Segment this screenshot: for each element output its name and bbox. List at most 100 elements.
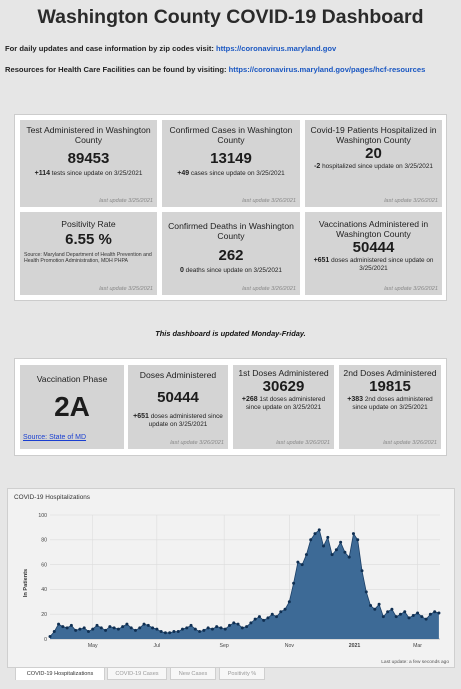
data-point[interactable] [356,538,360,542]
data-point[interactable] [48,635,52,639]
data-point[interactable] [394,615,398,619]
data-point[interactable] [142,622,146,626]
data-point[interactable] [279,610,283,614]
data-point[interactable] [138,626,142,630]
data-point[interactable] [74,628,78,632]
data-point[interactable] [364,590,368,594]
card-last-update: last update 3/25/2021 [99,198,153,204]
data-point[interactable] [416,611,420,615]
data-point[interactable] [334,548,338,552]
data-point[interactable] [249,621,253,625]
data-point[interactable] [330,553,334,557]
data-point[interactable] [390,607,394,611]
data-point[interactable] [424,617,428,621]
data-point[interactable] [313,532,317,536]
data-point[interactable] [326,535,330,539]
data-point[interactable] [159,630,163,634]
data-point[interactable] [236,622,240,626]
maryland-covid-link[interactable]: https://coronavirus.maryland.gov [215,44,337,53]
data-point[interactable] [360,569,364,573]
data-point[interactable] [78,627,82,631]
data-point[interactable] [377,602,381,606]
data-point[interactable] [163,631,167,635]
data-point[interactable] [176,630,180,634]
data-point[interactable] [398,612,402,616]
data-point[interactable] [125,622,129,626]
data-point[interactable] [112,626,116,630]
data-point[interactable] [193,627,197,631]
hcf-resources-link[interactable]: https://coronavirus.maryland.gov/pages/h… [228,65,426,74]
data-point[interactable] [189,623,193,627]
data-point[interactable] [428,612,432,616]
data-point[interactable] [104,628,108,632]
data-point[interactable] [133,628,137,632]
data-point[interactable] [300,563,304,567]
data-point[interactable] [304,553,308,557]
data-point[interactable] [309,538,313,542]
data-point[interactable] [373,607,377,611]
data-point[interactable] [347,555,351,559]
phase-source-link[interactable]: Source: State of MD [23,434,87,441]
data-point[interactable] [219,626,223,630]
tab-positivity[interactable]: Positivity % [219,667,265,680]
data-point[interactable] [245,625,249,629]
data-point[interactable] [223,627,227,631]
data-point[interactable] [317,528,321,532]
data-point[interactable] [52,630,56,634]
data-point[interactable] [253,617,257,621]
data-point[interactable] [215,625,219,629]
data-point[interactable] [206,626,210,630]
data-point[interactable] [420,615,424,619]
data-point[interactable] [155,627,159,631]
data-point[interactable] [240,626,244,630]
tab-covid-hospitalizations[interactable]: COVID-19 Hospitalizations [15,667,105,680]
data-point[interactable] [275,615,279,619]
data-point[interactable] [151,626,155,630]
data-point[interactable] [185,626,189,630]
data-point[interactable] [257,615,261,619]
data-point[interactable] [69,623,73,627]
data-point[interactable] [322,544,326,548]
data-point[interactable] [433,610,437,614]
data-point[interactable] [270,612,274,616]
data-point[interactable] [172,630,176,634]
data-point[interactable] [57,622,61,626]
data-point[interactable] [407,616,411,620]
data-point[interactable] [292,581,296,585]
data-point[interactable] [262,618,266,622]
data-point[interactable] [411,613,415,617]
data-point[interactable] [283,607,287,611]
data-point[interactable] [116,627,120,631]
data-point[interactable] [82,626,86,630]
data-point[interactable] [343,550,347,554]
data-point[interactable] [339,540,343,544]
data-point[interactable] [108,625,112,629]
data-point[interactable] [228,623,232,627]
data-point[interactable] [232,621,236,625]
data-point[interactable] [351,532,355,536]
data-point[interactable] [266,616,270,620]
data-point[interactable] [99,626,103,630]
data-point[interactable] [296,560,300,564]
data-point[interactable] [129,626,133,630]
data-point[interactable] [180,627,184,631]
data-point[interactable] [210,627,214,631]
data-point[interactable] [121,625,125,629]
data-point[interactable] [61,625,65,629]
data-point[interactable] [65,626,69,630]
data-point[interactable] [369,604,373,608]
data-point[interactable] [386,610,390,614]
tab-new-cases[interactable]: New Cases [170,667,216,680]
data-point[interactable] [287,600,291,604]
data-point[interactable] [403,610,407,614]
data-point[interactable] [95,623,99,627]
data-point[interactable] [198,630,202,634]
data-point[interactable] [86,630,90,634]
tab-covid-cases[interactable]: COVID-19 Cases [107,667,167,680]
data-point[interactable] [202,628,206,632]
data-point[interactable] [91,627,95,631]
data-point[interactable] [381,615,385,619]
data-point[interactable] [437,611,441,615]
data-point[interactable] [146,623,150,627]
data-point[interactable] [168,631,172,635]
